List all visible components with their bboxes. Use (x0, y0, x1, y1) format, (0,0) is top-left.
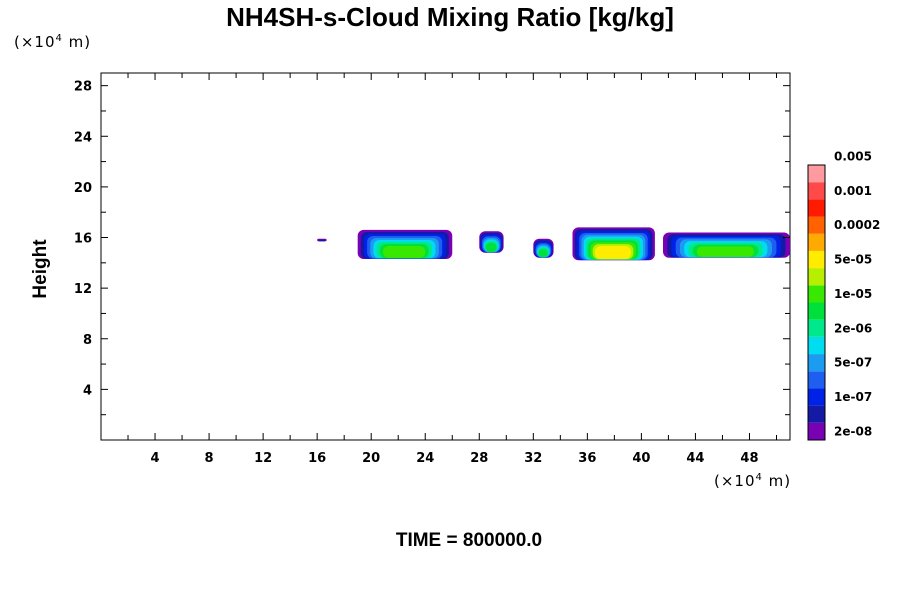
colorbar-swatch (808, 319, 825, 337)
y-tick-label: 12 (74, 282, 92, 297)
cloud-blob (572, 227, 655, 261)
cloud-field (317, 227, 790, 261)
colorbar: 2e-08 1e-07 5e-07 2e-06 1e-05 5e-05 0.0002 0.00… (807, 149, 880, 441)
cloud-level-1 (318, 239, 326, 242)
colorbar-label: 1e-05 (834, 287, 872, 301)
cloud-blob (533, 238, 554, 258)
colorbar-swatch (808, 388, 825, 406)
cloud-level-7 (485, 242, 497, 252)
plot-frame (100, 72, 791, 441)
colorbar-swatch (808, 268, 825, 286)
x-unit-label: (×104 m) (714, 472, 792, 490)
y-axis: 4 8 12 16 20 24 28 (74, 80, 790, 416)
colorbar-swatch (808, 233, 825, 251)
x-tick-label: 12 (254, 451, 272, 466)
colorbar-label: 0.005 (834, 149, 872, 163)
x-tick-label: 36 (578, 451, 596, 466)
colorbar-swatch (808, 405, 825, 423)
colorbar-swatch (808, 216, 825, 234)
cloud-level-10 (594, 245, 631, 260)
colorbar-swatch (808, 250, 825, 269)
colorbar-label: 2e-06 (834, 321, 872, 335)
x-tick-label: 40 (632, 451, 650, 466)
cloud-blob (663, 232, 790, 258)
colorbar-label: 1e-07 (834, 390, 872, 404)
x-tick-label: 44 (686, 451, 704, 466)
colorbar-swatch (808, 285, 825, 303)
x-axis: 4 8 12 16 20 24 28 32 36 40 44 48 (127, 73, 777, 466)
x-tick-label: 8 (205, 451, 214, 466)
y-unit-label: (×104 m) (14, 33, 92, 51)
colorbar-swatch (808, 199, 825, 217)
y-tick-label: 8 (83, 333, 92, 348)
colorbar-label: 5e-05 (834, 253, 872, 267)
x-tick-label: 4 (151, 451, 160, 466)
y-tick-label: 24 (74, 130, 92, 145)
cloud-blob (317, 238, 327, 242)
cloud-level-8 (382, 245, 426, 258)
x-tick-label: 24 (416, 451, 434, 466)
colorbar-label: 5e-07 (834, 356, 872, 370)
cloud-level-8 (696, 246, 754, 257)
y-tick-label: 16 (74, 232, 92, 247)
y-tick-label: 4 (83, 383, 92, 398)
x-tick-label: 28 (470, 451, 488, 466)
cloud-blob (357, 229, 453, 260)
colorbar-label: 0.0002 (834, 218, 880, 232)
y-tick-label: 20 (74, 181, 92, 196)
cloud-level-7 (538, 249, 548, 258)
colorbar-swatch (808, 182, 825, 200)
colorbar-swatch (808, 165, 825, 183)
colorbar-swatch (808, 422, 825, 440)
x-tick-label: 48 (740, 451, 758, 466)
time-label: TIME = 800000.0 (395, 530, 543, 551)
colorbar-swatch (808, 354, 825, 372)
colorbar-label: 2e-08 (834, 424, 872, 438)
x-tick-label: 16 (308, 451, 326, 466)
colorbar-swatch (808, 371, 825, 389)
chart-title: NH4SH-s-Cloud Mixing Ratio [kg/kg] (226, 2, 674, 32)
colorbar-frame (807, 164, 826, 441)
colorbar-label: 0.001 (834, 184, 872, 198)
x-tick-label: 32 (524, 451, 542, 466)
colorbar-swatch (808, 336, 825, 355)
colorbar-swatch (808, 302, 825, 320)
x-tick-label: 20 (362, 451, 380, 466)
y-tick-label: 28 (74, 80, 92, 95)
cloud-blob (479, 231, 504, 253)
